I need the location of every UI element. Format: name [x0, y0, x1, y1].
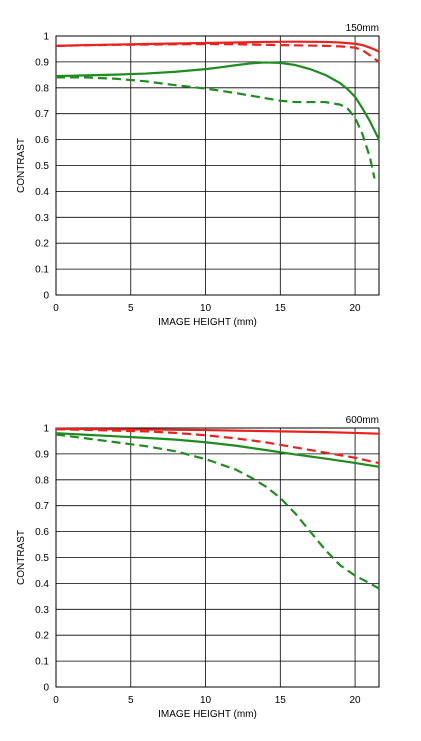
series-line-dashed-3 — [55, 433, 380, 590]
chart-title: 150mm — [346, 23, 379, 34]
y-tick-label: 0.5 — [35, 553, 49, 564]
series-line-dashed-1 — [55, 42, 380, 63]
chart-panel-0: 00.10.20.30.40.50.60.70.80.910 5 10 15 20IMA… — [16, 23, 380, 328]
y-axis-title: CONTRAST — [16, 530, 27, 585]
y-tick-label: 0.1 — [35, 265, 49, 276]
x-tick-label: 5 — [128, 303, 134, 314]
x-axis-title: IMAGE HEIGHT (mm) — [158, 317, 257, 328]
x-tick-label: 10 — [200, 695, 212, 706]
x-tick-label: 5 — [128, 695, 134, 706]
y-tick-label: 0 — [43, 291, 49, 302]
series-line-solid-0 — [55, 40, 380, 53]
y-tick-label: 1 — [43, 424, 49, 435]
y-tick-label: 0.8 — [35, 83, 49, 94]
x-tick-label: 20 — [350, 303, 362, 314]
plot-frame — [55, 427, 380, 688]
x-tick-label: 0 — [53, 695, 59, 706]
y-tick-label: 0.3 — [35, 213, 49, 224]
y-tick-label: 1 — [43, 32, 49, 43]
y-tick-label: 0.1 — [35, 657, 49, 668]
x-tick-label: 20 — [350, 695, 362, 706]
x-tick-label: 15 — [275, 303, 287, 314]
plot-frame — [55, 35, 380, 296]
x-tick-label: 0 — [53, 303, 59, 314]
chart-panel-1: 00.10.20.30.40.50.60.70.80.910 5 10 15 20IMA… — [16, 415, 380, 720]
y-tick-label: 0.9 — [35, 57, 49, 68]
x-tick-label: 15 — [275, 695, 287, 706]
y-tick-label: 0 — [43, 683, 49, 694]
y-tick-label: 0.3 — [35, 605, 49, 616]
series-line-solid-2 — [55, 432, 380, 468]
series-line-dashed-1 — [55, 428, 380, 465]
y-axis-title: CONTRAST — [16, 138, 27, 193]
y-tick-label: 0.9 — [35, 449, 49, 460]
y-tick-label: 0.5 — [35, 161, 49, 172]
y-tick-label: 0.2 — [35, 239, 49, 250]
y-tick-label: 0.6 — [35, 527, 49, 538]
y-tick-label: 0.7 — [35, 501, 49, 512]
x-tick-label: 10 — [200, 303, 212, 314]
y-tick-label: 0.8 — [35, 475, 49, 486]
y-tick-label: 0.7 — [35, 109, 49, 120]
y-tick-label: 0.2 — [35, 631, 49, 642]
series-line-solid-0 — [55, 427, 380, 435]
y-tick-label: 0.4 — [35, 579, 49, 590]
chart-title: 600mm — [346, 415, 379, 426]
y-tick-label: 0.6 — [35, 135, 49, 146]
y-tick-label: 0.4 — [35, 187, 49, 198]
series-line-solid-2 — [55, 61, 380, 141]
x-axis-title: IMAGE HEIGHT (mm) — [158, 709, 257, 720]
series-line-dashed-3 — [56, 76, 376, 179]
